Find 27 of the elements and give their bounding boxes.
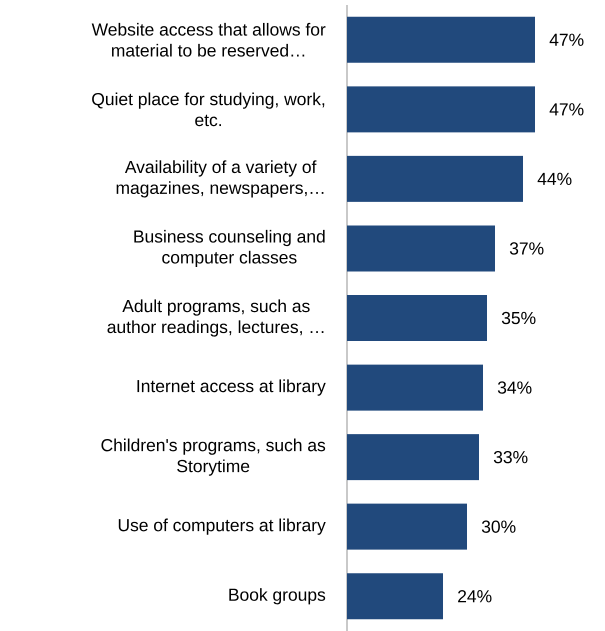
bar (347, 295, 488, 342)
y-tick-label: Children's programs, such as Storytime (101, 438, 326, 476)
y-tick-label: Use of computers at library (118, 518, 326, 535)
data-label: 44% (538, 172, 572, 186)
data-label: 24% (458, 590, 492, 602)
bar (347, 225, 496, 272)
data-label: 47% (550, 103, 584, 116)
y-tick-label: Business counseling and computer classes (134, 230, 325, 268)
bar (347, 573, 444, 620)
y-tick-label: Quiet place for studying, work, etc. (92, 92, 324, 126)
y-tick-label: Website access that allows for material to be reserved… (92, 22, 326, 57)
bar (347, 504, 468, 550)
y-tick-label: Availability of a variety of magazines, newspapers,… (116, 160, 324, 198)
bar (347, 434, 480, 480)
bar (347, 156, 524, 202)
y-tick-label: Internet access at library (137, 379, 326, 396)
bar (347, 86, 536, 132)
data-label: 34% (498, 381, 532, 394)
y-tick-label: Book groups (229, 588, 326, 604)
y-tick-label: Adult programs, such as author readings, lectures, … (108, 299, 324, 337)
data-label: 33% (494, 450, 528, 464)
data-label: 47% (550, 34, 584, 46)
bar (347, 16, 536, 63)
bar (347, 364, 484, 411)
data-label: 37% (510, 242, 544, 255)
data-label: 30% (482, 520, 516, 533)
data-label: 35% (502, 312, 536, 324)
